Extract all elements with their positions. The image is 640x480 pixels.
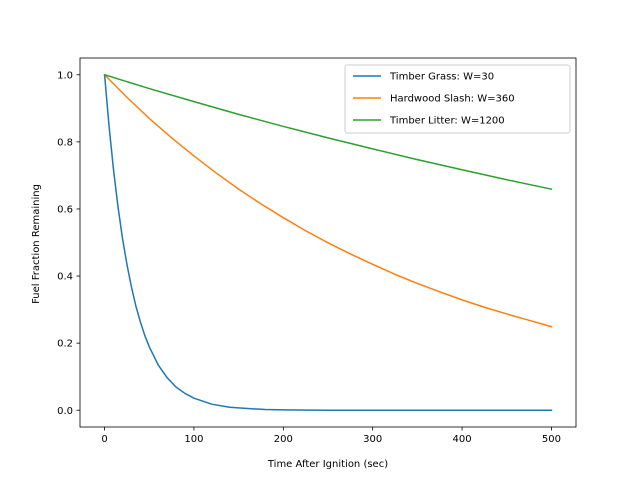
- legend: Timber Grass: W=30 Hardwood Slash: W=360 T…: [344, 64, 571, 134]
- y-tick-label: 0.6: [57, 205, 73, 216]
- x-tick-label: 100: [184, 434, 203, 445]
- series-line-2: [103, 73, 553, 328]
- legend-label-2: Hardwood Slash: W=360: [390, 94, 515, 105]
- y-tick-label: 0.2: [57, 339, 73, 350]
- x-tick-label: 200: [274, 434, 293, 445]
- y-tick-label: 0.4: [57, 272, 73, 283]
- legend-label-1: Timber Grass: W=30: [389, 72, 494, 83]
- axes-frame: [79, 57, 577, 428]
- axes: 0 100 200 300 400 500 0.0 0.2 0.4 0.6 0.8 1.0: [57, 57, 577, 445]
- legend-label-3: Timber Litter: W=1200: [389, 116, 505, 127]
- y-tick-label: 1.0: [57, 70, 73, 81]
- y-axis-label: Fuel Fraction Remaining: [31, 184, 42, 304]
- x-tick-label: 0: [101, 434, 107, 445]
- series-line-1: [103, 73, 553, 411]
- x-axis-label: Time After Ignition (sec): [267, 459, 388, 470]
- plot-area: [103, 73, 553, 411]
- x-tick-label: 400: [453, 434, 472, 445]
- y-tick-label: 0.0: [57, 406, 73, 417]
- legend-box: [344, 64, 571, 134]
- y-tick-label: 0.8: [57, 137, 73, 148]
- series-line-3: [103, 73, 553, 191]
- x-tick-label: 500: [542, 434, 561, 445]
- x-tick-label: 300: [363, 434, 382, 445]
